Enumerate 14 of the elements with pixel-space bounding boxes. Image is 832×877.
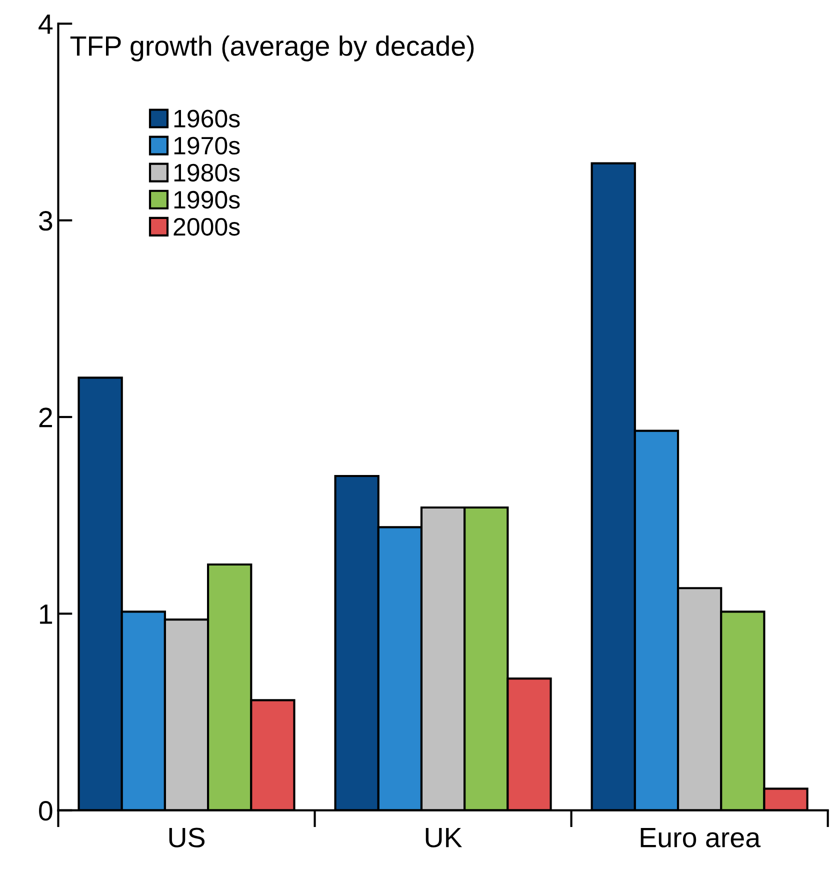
x-tick-label: US (169, 828, 205, 848)
y-tick-label: 2 (39, 408, 52, 428)
y-tick-label: 4 (38, 14, 53, 34)
legend-label: 1990s (174, 190, 240, 209)
y-tick-label: 1 (40, 604, 52, 624)
legend-label: 1980s (174, 164, 240, 182)
x-tick-label: Euro area (640, 828, 761, 848)
legend-label: 1970s (174, 136, 240, 155)
y-tick-label: 0 (39, 801, 52, 821)
x-tick-label: UK (426, 828, 462, 848)
y-tick-label: 3 (38, 211, 52, 231)
chart-title: TFP growth (average by decade) (70, 35, 474, 62)
legend-label: 2000s (174, 218, 240, 236)
legend-label: 1960s (174, 110, 240, 128)
